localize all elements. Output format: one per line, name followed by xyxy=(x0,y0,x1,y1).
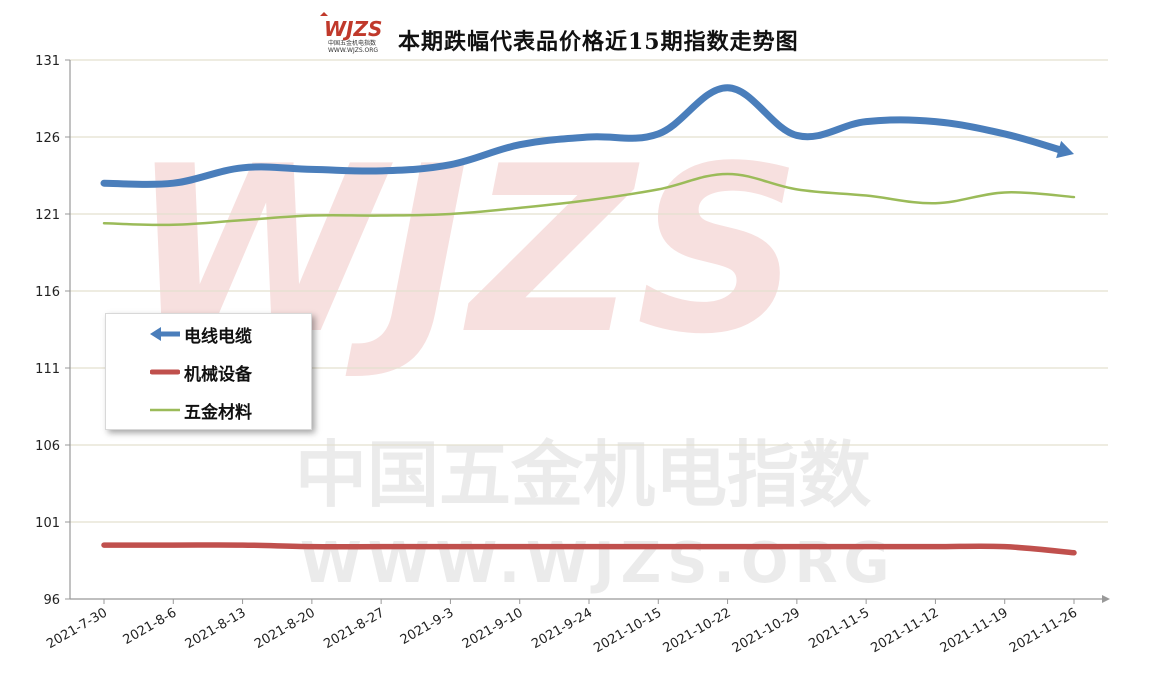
y-tick-label: 116 xyxy=(35,285,60,300)
series-line-machinery xyxy=(101,542,1077,556)
y-tick-label: 101 xyxy=(35,516,60,531)
logo-url: WWW.WJZS.ORG xyxy=(328,47,378,54)
x-tick-label: 2021-10-29 xyxy=(730,605,803,656)
series-line-cable xyxy=(100,84,1066,188)
y-axis-ticks: 96 101 106 111 116 121 126 131 xyxy=(35,54,70,608)
x-tick-label: 2021-8-27 xyxy=(321,605,387,652)
x-axis-arrow-icon xyxy=(1102,595,1110,603)
legend-label-cable: 电线电缆 xyxy=(184,327,252,347)
y-tick-label: 96 xyxy=(43,593,60,608)
x-tick-label: 2021-8-6 xyxy=(121,605,180,647)
series-line-hardware xyxy=(102,172,1076,227)
legend-item-machinery: 机械设备 xyxy=(106,356,311,386)
legend-arrow-icon xyxy=(150,327,180,341)
x-tick-label: 2021-11-12 xyxy=(868,605,941,656)
y-tick-label: 121 xyxy=(35,208,60,223)
legend: 电线电缆 机械设备 五金材料 xyxy=(105,313,312,430)
x-tick-label: 2021-7-30 xyxy=(44,605,110,652)
x-tick-label: 2021-8-13 xyxy=(183,605,249,652)
x-tick-label: 2021-11-26 xyxy=(1007,605,1080,656)
y-tick-label: 126 xyxy=(35,131,60,146)
wjzs-logo: WJZS 中国五金机电指数 WWW.WJZS.ORG xyxy=(320,12,382,54)
legend-label-machinery: 机械设备 xyxy=(184,365,252,385)
x-tick-label: 2021-9-24 xyxy=(529,605,595,652)
watermark-line1: 中国五金机电指数 xyxy=(295,433,871,517)
y-tick-label: 111 xyxy=(35,362,60,377)
legend-label-hardware: 五金材料 xyxy=(184,403,252,423)
series-lines xyxy=(100,84,1077,556)
legend-swatch-machinery xyxy=(150,369,180,375)
legend-swatch-hardware xyxy=(150,408,180,412)
logo-subtext: 中国五金机电指数 xyxy=(328,39,376,47)
x-tick-label: 2021-9-10 xyxy=(460,605,526,652)
chart-title: 本期跌幅代表品价格近15期指数走势图 xyxy=(398,29,799,55)
x-tick-label: 2021-11-5 xyxy=(806,605,872,652)
series-arrowhead-icon xyxy=(1056,140,1074,159)
x-tick-label: 2021-10-15 xyxy=(591,605,664,656)
x-tick-label: 2021-9-3 xyxy=(398,605,457,647)
watermark-line2: WWW.WJZS.ORG xyxy=(300,531,896,596)
y-tick-label: 106 xyxy=(35,439,60,454)
legend-item-hardware: 五金材料 xyxy=(106,394,311,424)
logo-text: WJZS xyxy=(324,17,382,41)
legend-item-cable: 电线电缆 xyxy=(106,318,311,348)
x-axis-ticks: 2021-7-30 2021-8-6 2021-8-13 2021-8-20 2021-… xyxy=(44,599,1080,656)
x-tick-label: 2021-8-20 xyxy=(252,605,318,652)
y-tick-label: 131 xyxy=(35,54,60,69)
x-tick-label: 2021-10-22 xyxy=(661,605,734,656)
x-tick-label: 2021-11-19 xyxy=(938,605,1011,656)
